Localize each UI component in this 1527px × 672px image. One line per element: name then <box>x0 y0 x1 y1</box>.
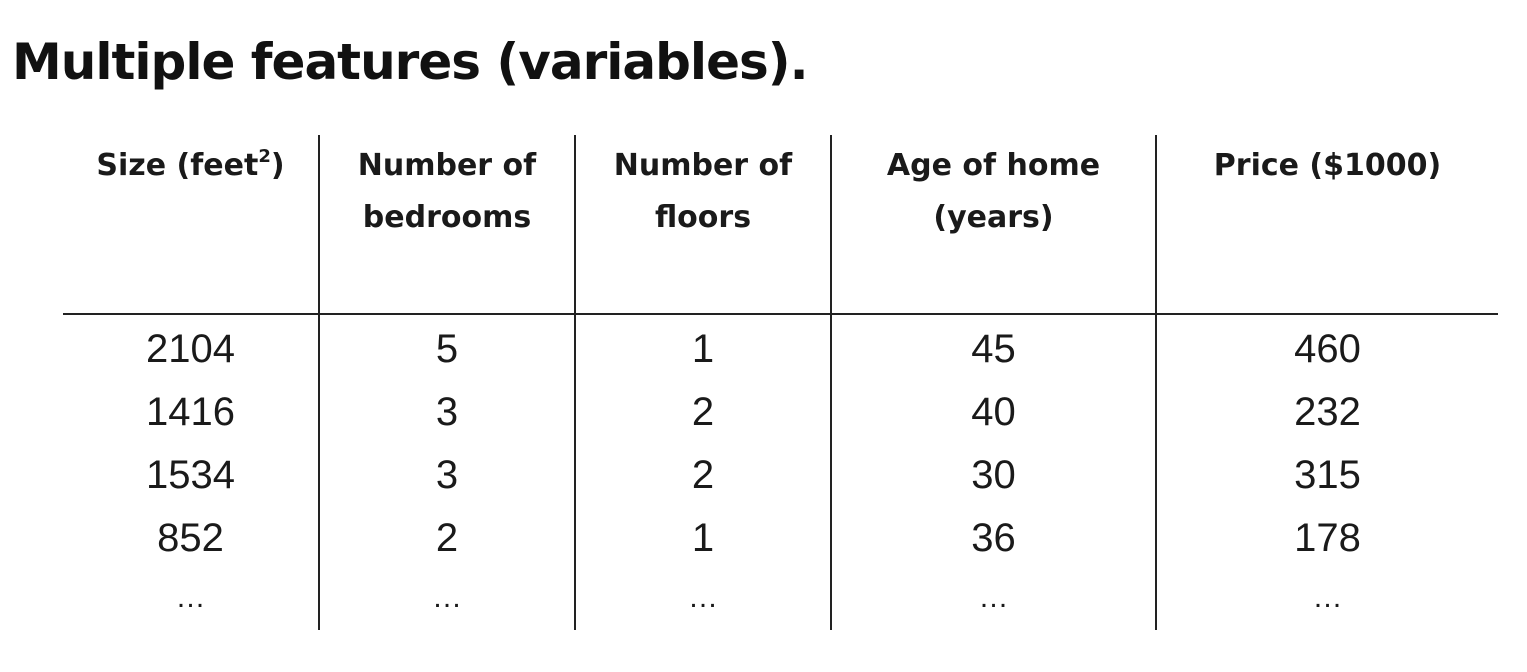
header-text: floors <box>654 200 752 235</box>
table-cell: 30 <box>971 453 1016 497</box>
header-text: Size (feet <box>96 148 259 183</box>
table-cell: 45 <box>971 327 1016 371</box>
header-divider <box>63 313 1498 315</box>
header-text: Number of <box>357 148 537 183</box>
table-cell: 3 <box>435 453 459 497</box>
column-divider <box>1155 135 1157 630</box>
column-divider <box>574 135 576 630</box>
table-cell-ellipsis: … <box>978 581 1009 614</box>
column-header-price: Price ($1000) <box>1157 140 1498 192</box>
table-cell: 36 <box>971 516 1016 560</box>
header-text: bedrooms <box>362 200 532 235</box>
table-cell-ellipsis: … <box>175 581 206 614</box>
table-cell: 1 <box>691 327 715 371</box>
table-cell: 2104 <box>146 327 235 371</box>
header-text: Price ($1000) <box>1213 148 1442 183</box>
table-cell: 315 <box>1294 453 1361 497</box>
table-cell: 2 <box>691 390 715 434</box>
column-header-floors: Number of floors <box>576 140 830 244</box>
table-cell: 5 <box>435 327 459 371</box>
table-cell: 3 <box>435 390 459 434</box>
table-cell: 460 <box>1294 327 1361 371</box>
header-text: ) <box>270 148 285 183</box>
slide-title: Multiple features (variables). <box>12 33 809 91</box>
table-cell: 1534 <box>146 453 235 497</box>
table-cell-ellipsis: … <box>1312 581 1343 614</box>
column-header-age: Age of home (years) <box>832 140 1155 244</box>
table-cell: 852 <box>157 516 224 560</box>
table-cell: 178 <box>1294 516 1361 560</box>
table-cell: 1 <box>691 516 715 560</box>
header-text: Number of <box>613 148 793 183</box>
header-text: Age of home <box>886 148 1101 183</box>
header-text: (years) <box>933 200 1054 235</box>
table-cell: 232 <box>1294 390 1361 434</box>
column-header-size: Size (feet2) <box>63 140 318 192</box>
table-cell-ellipsis: … <box>432 581 462 614</box>
column-divider <box>318 135 320 630</box>
table-cell: 2 <box>691 453 715 497</box>
column-divider <box>830 135 832 630</box>
table-cell: 2 <box>435 516 459 560</box>
table-cell: 40 <box>971 390 1016 434</box>
table-cell-ellipsis: … <box>688 581 718 614</box>
table-cell: 1416 <box>146 390 235 434</box>
header-superscript: 2 <box>258 146 271 167</box>
column-header-bedrooms: Number of bedrooms <box>320 140 574 244</box>
